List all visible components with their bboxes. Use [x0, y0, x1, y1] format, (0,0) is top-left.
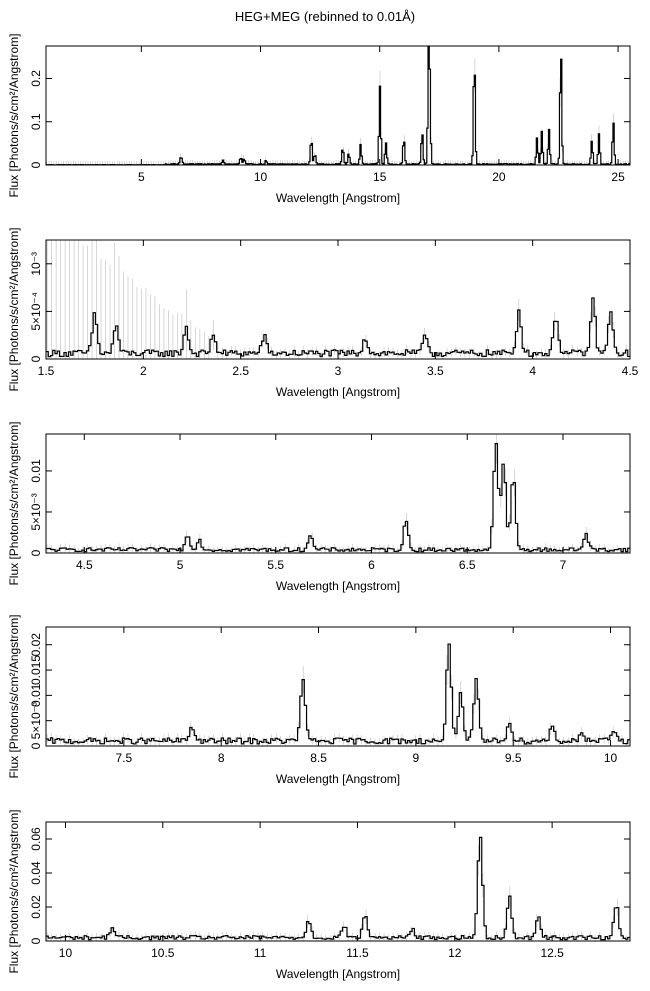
y-tick-label: 10⁻³ — [29, 252, 43, 276]
x-tick-label: 12.5 — [540, 946, 564, 960]
panel-1: 5 10 15 20 25 0 0.1 0.2 Wavelength [Angstrom] Flu… — [7, 33, 631, 205]
x-tick-label: 8.5 — [310, 751, 327, 765]
x-tick-label: 3.5 — [427, 364, 444, 378]
y-tick-label: 0 — [29, 355, 43, 362]
y-tick-label: 0.04 — [29, 861, 43, 885]
plot-frame — [45, 821, 631, 942]
y-tick-label: 5×10⁻³ — [29, 493, 43, 530]
spectrum-line — [46, 46, 630, 166]
x-tick-label: 4 — [529, 364, 536, 378]
y-tick-label: 0.015 — [29, 655, 43, 685]
y-axis-label: Flux [Photons/s/cm²/Angstrom] — [7, 33, 21, 197]
x-tick-label: 10 — [59, 946, 73, 960]
x-tick-label: 4.5 — [622, 364, 639, 378]
spectrum-line — [46, 443, 630, 553]
x-tick-label: 7.5 — [116, 751, 133, 765]
x-tick-label: 2.5 — [232, 364, 249, 378]
y-tick-label: 5×10⁻³ — [29, 702, 43, 739]
x-tick-label: 12 — [448, 946, 462, 960]
x-tick-label: 9.5 — [505, 751, 522, 765]
x-axis-label: Wavelength [Angstrom] — [276, 772, 400, 786]
error-bars — [46, 655, 627, 746]
panel-5: 10 10.5 11 11.5 12 12.5 0 0.02 0.04 0.06 Wavelengt… — [7, 809, 631, 981]
x-tick-label: 10 — [604, 751, 618, 765]
x-tick-label: 20 — [492, 170, 506, 184]
x-tick-label: 7 — [560, 558, 567, 572]
y-tick-label: 0.01 — [29, 683, 43, 707]
y-tick-label: 0.1 — [29, 113, 43, 130]
y-tick-label: 0.2 — [29, 70, 43, 87]
x-tick-label: 3 — [335, 364, 342, 378]
x-tick-label: 10.5 — [151, 946, 175, 960]
y-tick-label: 0.06 — [29, 827, 43, 851]
plot-frame — [45, 626, 631, 747]
y-tick-label: 5×10⁻⁴ — [29, 292, 43, 331]
spectrum-line — [46, 643, 630, 745]
x-axis-label: Wavelength [Angstrom] — [276, 967, 400, 981]
plot-frame — [45, 433, 631, 554]
x-tick-label: 5 — [177, 558, 184, 572]
y-tick-label: 0.02 — [29, 633, 43, 657]
figure-title: HEG+MEG (rebinned to 0.01Å) — [234, 9, 416, 24]
error-bars — [46, 240, 627, 359]
x-tick-label: 11.5 — [346, 946, 369, 960]
plot-frame — [45, 45, 631, 166]
y-axis-label: Flux [Photons/s/cm²/Angstrom] — [7, 227, 21, 391]
x-tick-label: 8 — [218, 751, 225, 765]
x-tick-label: 2 — [140, 364, 147, 378]
y-tick-label: 0 — [29, 549, 43, 556]
x-axis-label: Wavelength [Angstrom] — [276, 191, 400, 205]
y-axis-label: Flux [Photons/s/cm²/Angstrom] — [7, 809, 21, 973]
x-tick-label: 1.5 — [38, 364, 55, 378]
y-axis-label: Flux [Photons/s/cm²/Angstrom] — [7, 614, 21, 778]
panel-3: 4.5 5 5.5 6 6.5 7 0 5×10⁻³ 0.01 Wavelength [Angst… — [7, 421, 631, 593]
y-axis-label: Flux [Photons/s/cm²/Angstrom] — [7, 421, 21, 585]
x-tick-label: 5.5 — [267, 558, 284, 572]
x-tick-label: 11 — [254, 946, 267, 960]
panel-2: 1.5 2 2.5 3 3.5 4 4.5 0 5×10⁻⁴ 10⁻³ Wavelength [An… — [7, 227, 639, 399]
y-tick-label: 0 — [29, 161, 43, 168]
error-bars — [46, 434, 627, 553]
x-tick-label: 6 — [368, 558, 375, 572]
y-tick-label: 0.01 — [29, 459, 43, 483]
x-axis-label: Wavelength [Angstrom] — [276, 385, 400, 399]
x-tick-label: 9 — [413, 751, 420, 765]
plot-frame — [45, 239, 631, 360]
x-tick-label: 4.5 — [76, 558, 93, 572]
y-tick-label: 0 — [29, 742, 43, 749]
y-tick-label: 0.02 — [29, 895, 43, 919]
x-axis-label: Wavelength [Angstrom] — [276, 579, 400, 593]
y-tick-label: 0 — [29, 937, 43, 944]
x-tick-label: 5 — [138, 170, 145, 184]
x-tick-label: 6.5 — [459, 558, 476, 572]
x-tick-label: 15 — [373, 170, 387, 184]
x-tick-label: 10 — [254, 170, 268, 184]
x-tick-label: 25 — [611, 170, 625, 184]
spectrum-line — [46, 836, 630, 941]
spectrum-line — [46, 297, 630, 358]
